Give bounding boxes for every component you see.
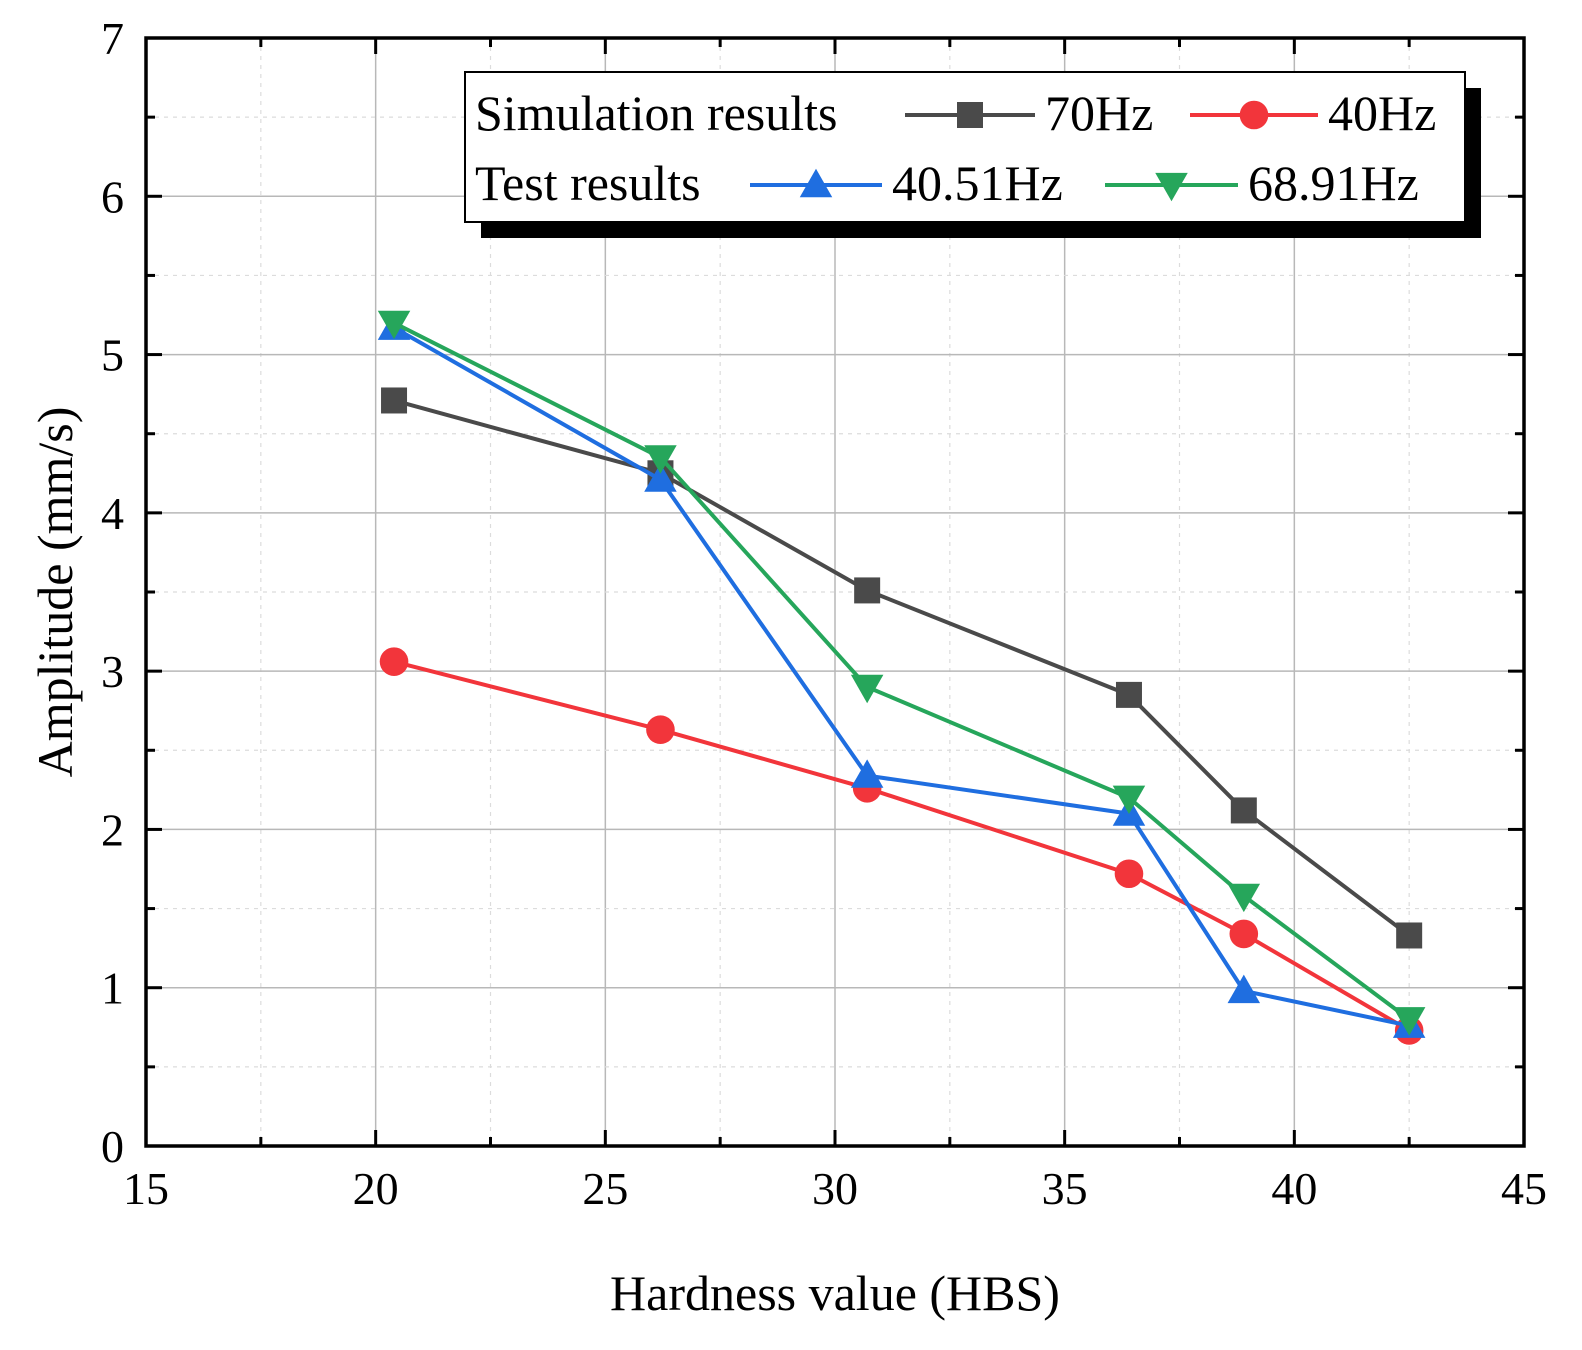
triangle-down-marker [1227,883,1261,913]
y-tick-label: 3 [101,646,124,697]
circle-marker [1229,919,1259,949]
legend-group-label: Test results [475,155,701,211]
y-tick-label: 4 [101,488,124,539]
square-marker [854,577,881,604]
x-tick-label: 45 [1501,1163,1547,1214]
triangle-down-marker [850,674,884,704]
square-marker [381,387,408,414]
y-axis-title: Amplitude (mm/s) [27,407,83,778]
square-marker [1115,681,1142,708]
triangle-down-marker [1112,785,1146,815]
legend-entry-label: 40Hz [1328,85,1436,141]
triangle-up-marker [850,759,884,788]
circle-marker [1114,859,1144,889]
x-tick-label: 40 [1271,1163,1317,1214]
series-layer [377,310,1426,1045]
square-marker [1230,797,1257,824]
y-tick-label: 5 [101,330,124,381]
y-tick-label: 6 [101,171,124,222]
square-marker [1396,922,1423,949]
series-40.51Hz [377,311,1426,1038]
y-tick-label: 2 [101,804,124,855]
x-tick-label: 25 [582,1163,628,1214]
circle-marker [379,647,409,676]
circle-marker [646,715,675,745]
y-tick-label: 7 [101,13,124,64]
legend-entry-label: 40.51Hz [892,155,1063,211]
series-70Hz [381,387,1423,949]
series-line [393,398,1411,938]
series-line [393,659,1411,1033]
square-marker [957,102,983,128]
triangle-down-marker [1155,172,1188,202]
y-tick-label: 0 [101,1121,124,1172]
triangle-down-marker [644,445,677,474]
triangle-up-marker [644,463,677,492]
x-axis-title: Hardness value (HBS) [610,1265,1060,1321]
legend-box [464,71,1466,223]
triangle-down-marker [1392,1007,1426,1036]
legend: Simulation results 70Hz 40Hz Test results 40… [464,71,1481,238]
triangle-up-marker [1227,974,1261,1004]
series-line [393,321,1411,1021]
y-tick-label: 1 [101,963,124,1014]
x-tick-label: 35 [1042,1163,1088,1214]
legend-group-label: Simulation results [475,85,838,141]
legend-entry-label: 70Hz [1045,85,1153,141]
series-40Hz [379,647,1424,1045]
legend-entry-label: 68.91Hz [1248,155,1419,211]
series-68.91Hz [377,310,1426,1036]
x-tick-label: 30 [812,1163,858,1214]
series-line [393,325,1410,1028]
x-tick-label: 15 [123,1163,169,1214]
triangle-up-marker [799,168,833,198]
x-tick-label: 20 [353,1163,399,1214]
circle-marker [1239,100,1269,130]
triangle-down-marker [377,310,411,340]
